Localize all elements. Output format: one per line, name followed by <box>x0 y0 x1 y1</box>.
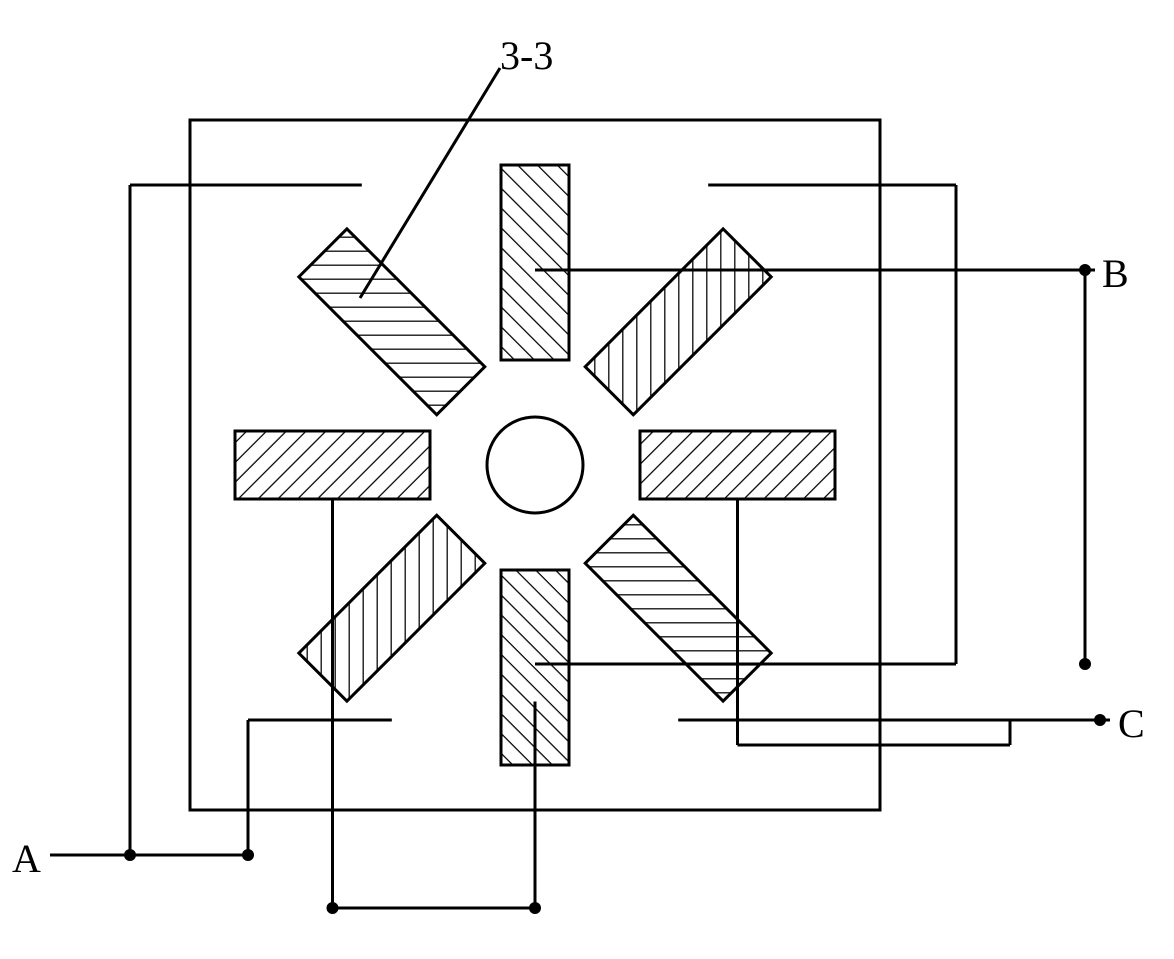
callout-label-3-3: 3-3 <box>500 32 553 79</box>
terminal-label-B: B <box>1102 250 1129 297</box>
center-hole <box>487 417 583 513</box>
callout-leader <box>360 68 500 298</box>
schematic-diagram <box>0 0 1174 959</box>
stator-block-180 <box>235 431 430 499</box>
stator-block-0 <box>640 431 835 499</box>
stator-block-135 <box>299 515 485 701</box>
stator-block-270 <box>501 165 569 360</box>
stator-block-45 <box>585 515 771 701</box>
terminal-label-C: C <box>1118 700 1145 747</box>
terminal-label-A: A <box>12 835 41 882</box>
